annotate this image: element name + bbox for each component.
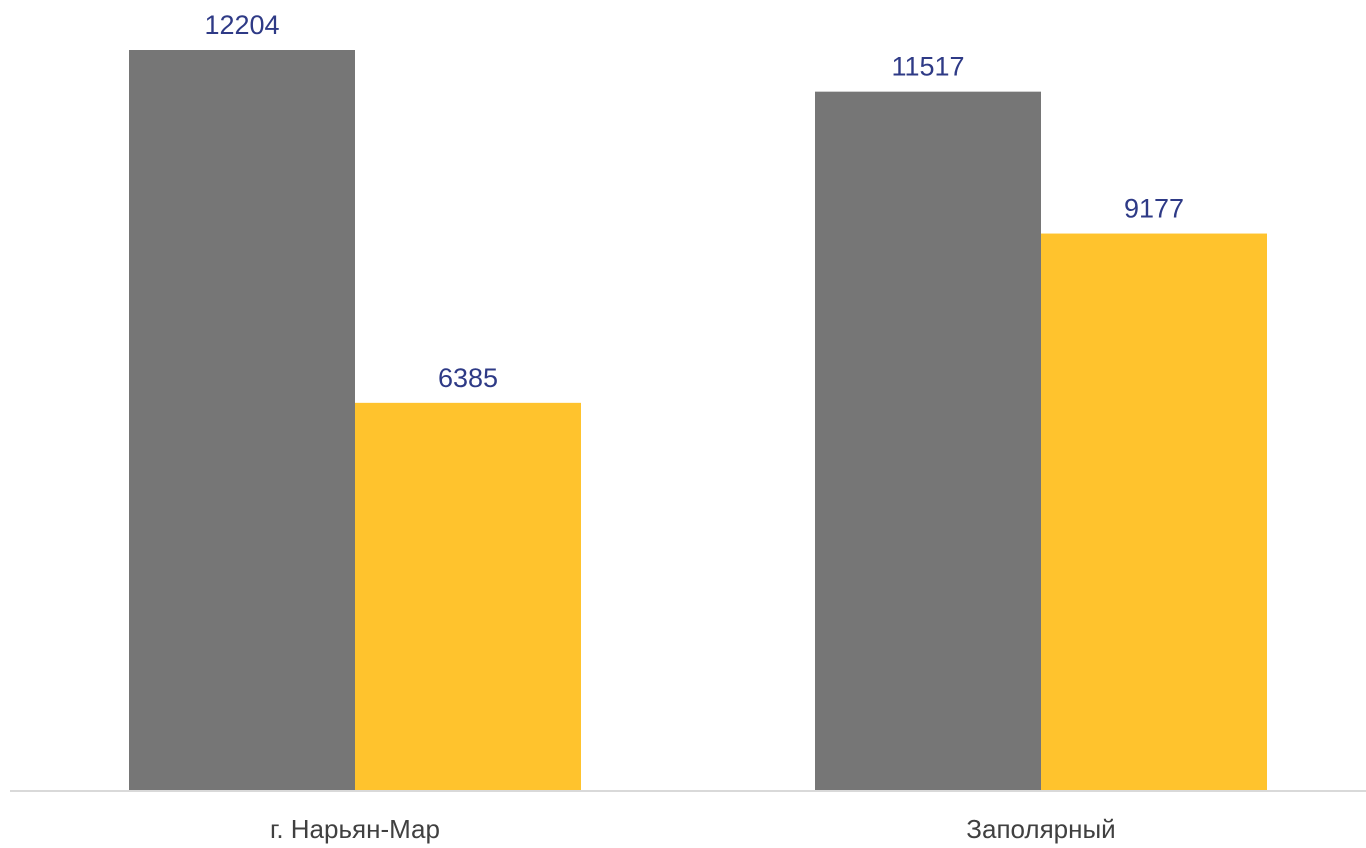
value-labels-layer: 12204 6385 11517 9177: [204, 10, 1184, 393]
data-label-series-2-2: 9177: [1124, 194, 1184, 224]
bar-series-2-1: [355, 402, 581, 790]
bar-series-2-2: [1041, 233, 1267, 790]
data-label-series-1-1: 12204: [204, 10, 279, 40]
bar-series-1-2: [815, 91, 1041, 790]
bar-series-1-1: [129, 50, 355, 790]
data-label-series-1-2: 11517: [891, 52, 964, 82]
category-labels-layer: г. Нарьян-Мар Заполярный: [270, 814, 1116, 844]
category-label-2: Заполярный: [966, 814, 1115, 844]
data-label-series-2-1: 6385: [438, 363, 498, 393]
bars-layer: [129, 50, 1267, 790]
category-label-1: г. Нарьян-Мар: [270, 814, 440, 844]
